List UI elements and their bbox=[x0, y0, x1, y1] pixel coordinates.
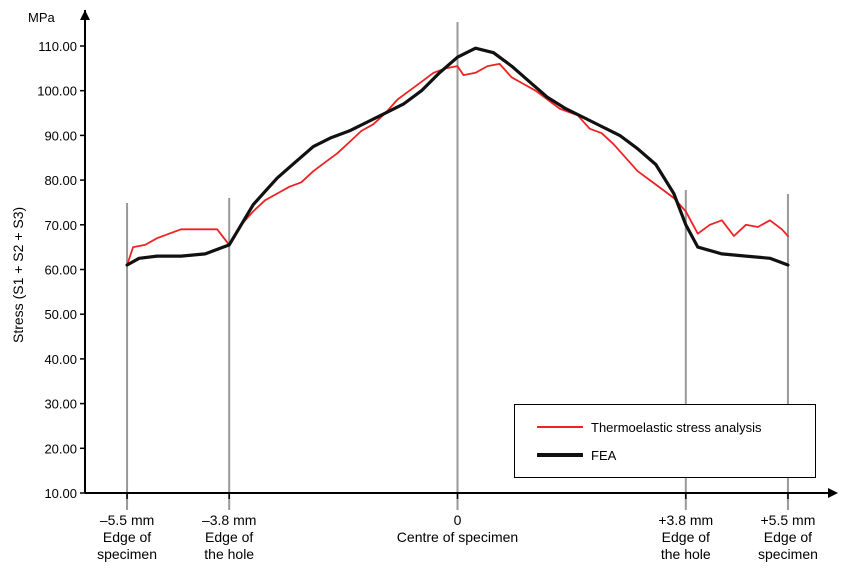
x-axis-arrow bbox=[828, 488, 838, 498]
x-category-label-2: 0 Centre of specimen bbox=[383, 512, 533, 546]
y-axis-label: Stress (S1 + S2 + S3) bbox=[10, 206, 26, 343]
y-axis-arrow bbox=[80, 10, 90, 20]
x-category-label-0: –5.5 mm Edge of specimen bbox=[52, 512, 202, 563]
y-tick-label-4: 50.00 bbox=[44, 307, 77, 322]
y-tick-label-7: 80.00 bbox=[44, 173, 77, 188]
x-category-label-1-line-2: Edge of bbox=[205, 529, 254, 545]
x-category-label-4-line-1: +5.5 mm bbox=[760, 512, 816, 528]
x-category-label-0-line-3: specimen bbox=[97, 546, 157, 562]
legend-label-fea: FEA bbox=[591, 447, 617, 463]
x-category-label-4-line-3: specimen bbox=[757, 546, 818, 562]
legend-item-tsa: Thermoelastic stress analysis bbox=[537, 417, 762, 437]
x-category-label-3-line-1: +3.8 mm bbox=[658, 512, 714, 528]
legend-swatch-tsa bbox=[537, 426, 583, 428]
legend-label-tsa: Thermoelastic stress analysis bbox=[591, 419, 762, 435]
x-category-label-2-line-1: 0 bbox=[453, 512, 462, 528]
y-tick-label-10: 110.00 bbox=[38, 39, 77, 54]
x-category-label-1-line-3: the hole bbox=[204, 546, 255, 562]
legend-item-fea: FEA bbox=[537, 445, 616, 465]
series-line-1 bbox=[125, 46, 790, 267]
x-category-label-3-line-3: the hole bbox=[660, 546, 711, 562]
legend-swatch-fea bbox=[537, 453, 583, 457]
y-tick-label-0: 10.00 bbox=[44, 486, 77, 501]
y-unit-label: MPa bbox=[28, 10, 55, 25]
y-tick-label-3: 40.00 bbox=[44, 352, 77, 367]
x-category-label-1-line-1: –3.8 mm bbox=[201, 512, 257, 528]
x-category-label-1: –3.8 mm Edge of the hole bbox=[154, 512, 304, 563]
x-category-label-0-line-2: Edge of bbox=[102, 529, 152, 545]
x-category-label-3: +3.8 mm Edge of the hole bbox=[611, 512, 761, 563]
y-tick-label-2: 30.00 bbox=[44, 397, 77, 412]
x-category-label-2-line-2: Centre of specimen bbox=[396, 529, 519, 545]
y-tick-label-6: 70.00 bbox=[44, 218, 77, 233]
y-tick-label-9: 100.00 bbox=[37, 84, 77, 99]
x-category-label-4: +5.5 mm Edge of specimen bbox=[713, 512, 842, 563]
x-category-label-3-line-2: Edge of bbox=[661, 529, 710, 545]
x-category-label-4-line-2: Edge of bbox=[763, 529, 813, 545]
y-tick-label-8: 90.00 bbox=[44, 128, 77, 143]
y-tick-label-1: 20.00 bbox=[44, 441, 77, 456]
x-category-label-0-line-1: –5.5 mm bbox=[99, 512, 155, 528]
y-tick-label-5: 60.00 bbox=[44, 263, 77, 278]
legend: Thermoelastic stress analysis FEA bbox=[514, 404, 816, 478]
